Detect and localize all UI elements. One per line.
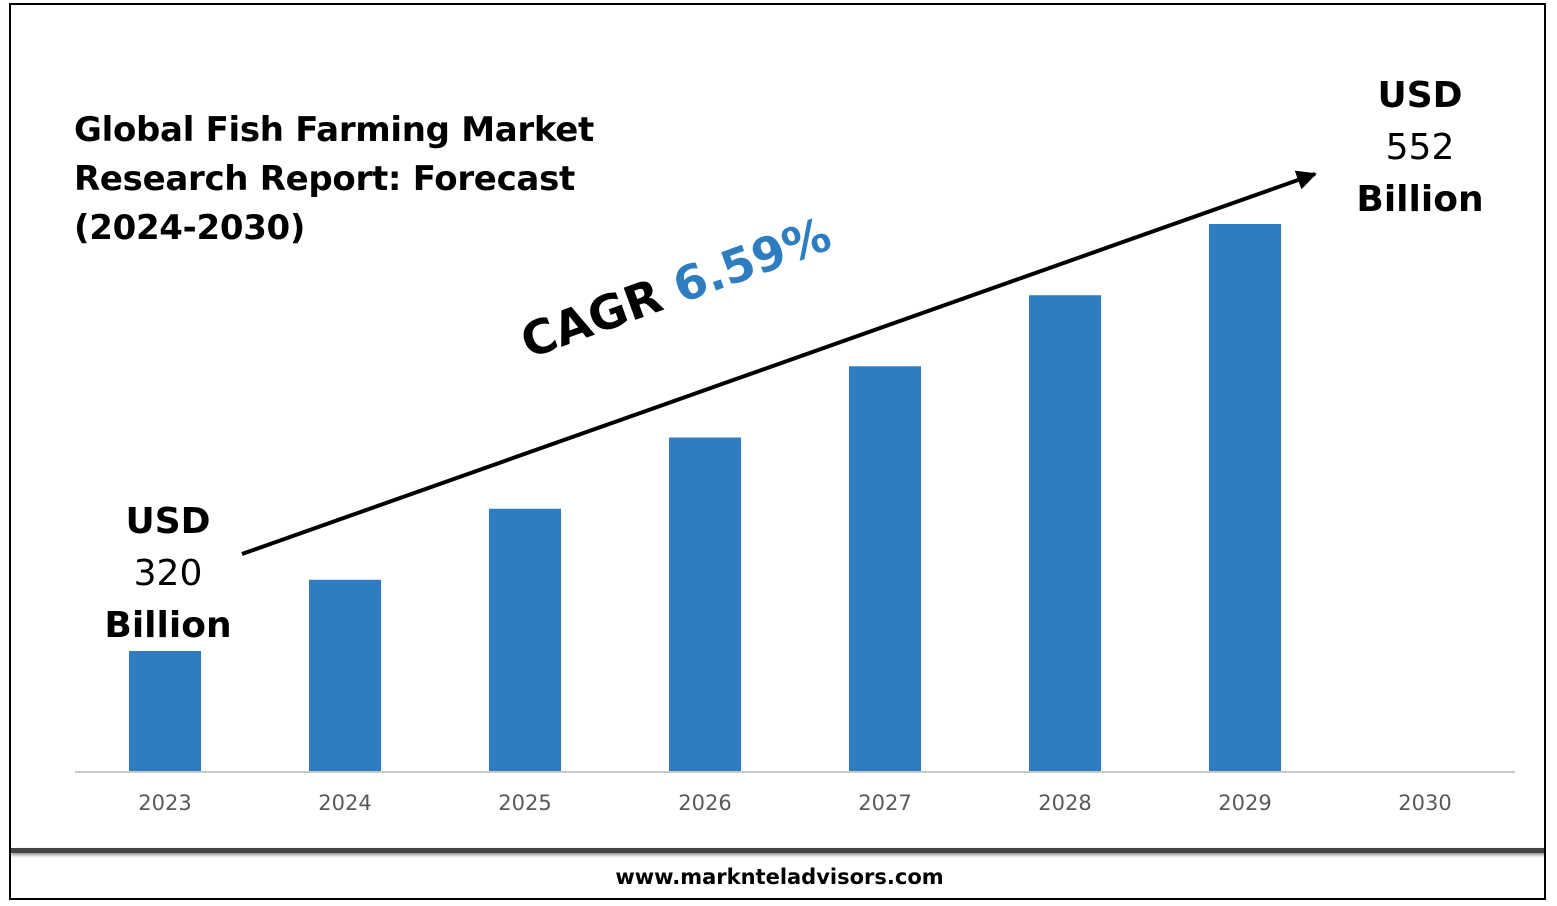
start-value-callout: USD 320 Billion: [68, 496, 268, 652]
bar-2027: [849, 366, 921, 772]
end-value-callout: USD 552 Billion: [1320, 70, 1520, 226]
x-tick-label-2025: 2025: [498, 791, 551, 815]
x-tick-label-2026: 2026: [678, 791, 731, 815]
x-tick-labels: 2023 2024 2025 2026 2027 2028 2029 2030: [138, 791, 1451, 815]
x-tick-label-2024: 2024: [318, 791, 371, 815]
end-value-number: 552: [1385, 127, 1455, 168]
x-tick-label-2027: 2027: [858, 791, 911, 815]
chart-frame: 2023 2024 2025 2026 2027 2028 2029 2030 Global …: [9, 3, 1546, 900]
x-tick-label-2023: 2023: [138, 791, 191, 815]
bar-2029: [1209, 224, 1281, 772]
bar-2023: [129, 651, 201, 772]
end-unit-label: Billion: [1356, 179, 1484, 220]
start-unit-label: Billion: [104, 605, 232, 646]
x-tick-label-2030: 2030: [1398, 791, 1451, 815]
start-currency-label: USD: [125, 501, 211, 542]
footer-divider: [11, 848, 1544, 853]
chart-plot: 2023 2024 2025 2026 2027 2028 2029 2030: [75, 170, 1515, 815]
bar-2026: [669, 437, 741, 772]
footer-website-link[interactable]: www.marknteladvisors.com: [615, 865, 944, 889]
bar-2028: [1029, 295, 1101, 772]
bar-2025: [489, 508, 561, 772]
start-value-number: 320: [133, 553, 203, 594]
bars-layer: [129, 224, 1281, 772]
cagr-trend-arrow: [241, 170, 1317, 556]
bar-2024: [309, 579, 381, 772]
x-tick-label-2028: 2028: [1038, 791, 1091, 815]
chart-title: Global Fish Farming Market Research Repo…: [74, 110, 595, 248]
end-currency-label: USD: [1377, 75, 1463, 116]
x-tick-label-2029: 2029: [1218, 791, 1271, 815]
